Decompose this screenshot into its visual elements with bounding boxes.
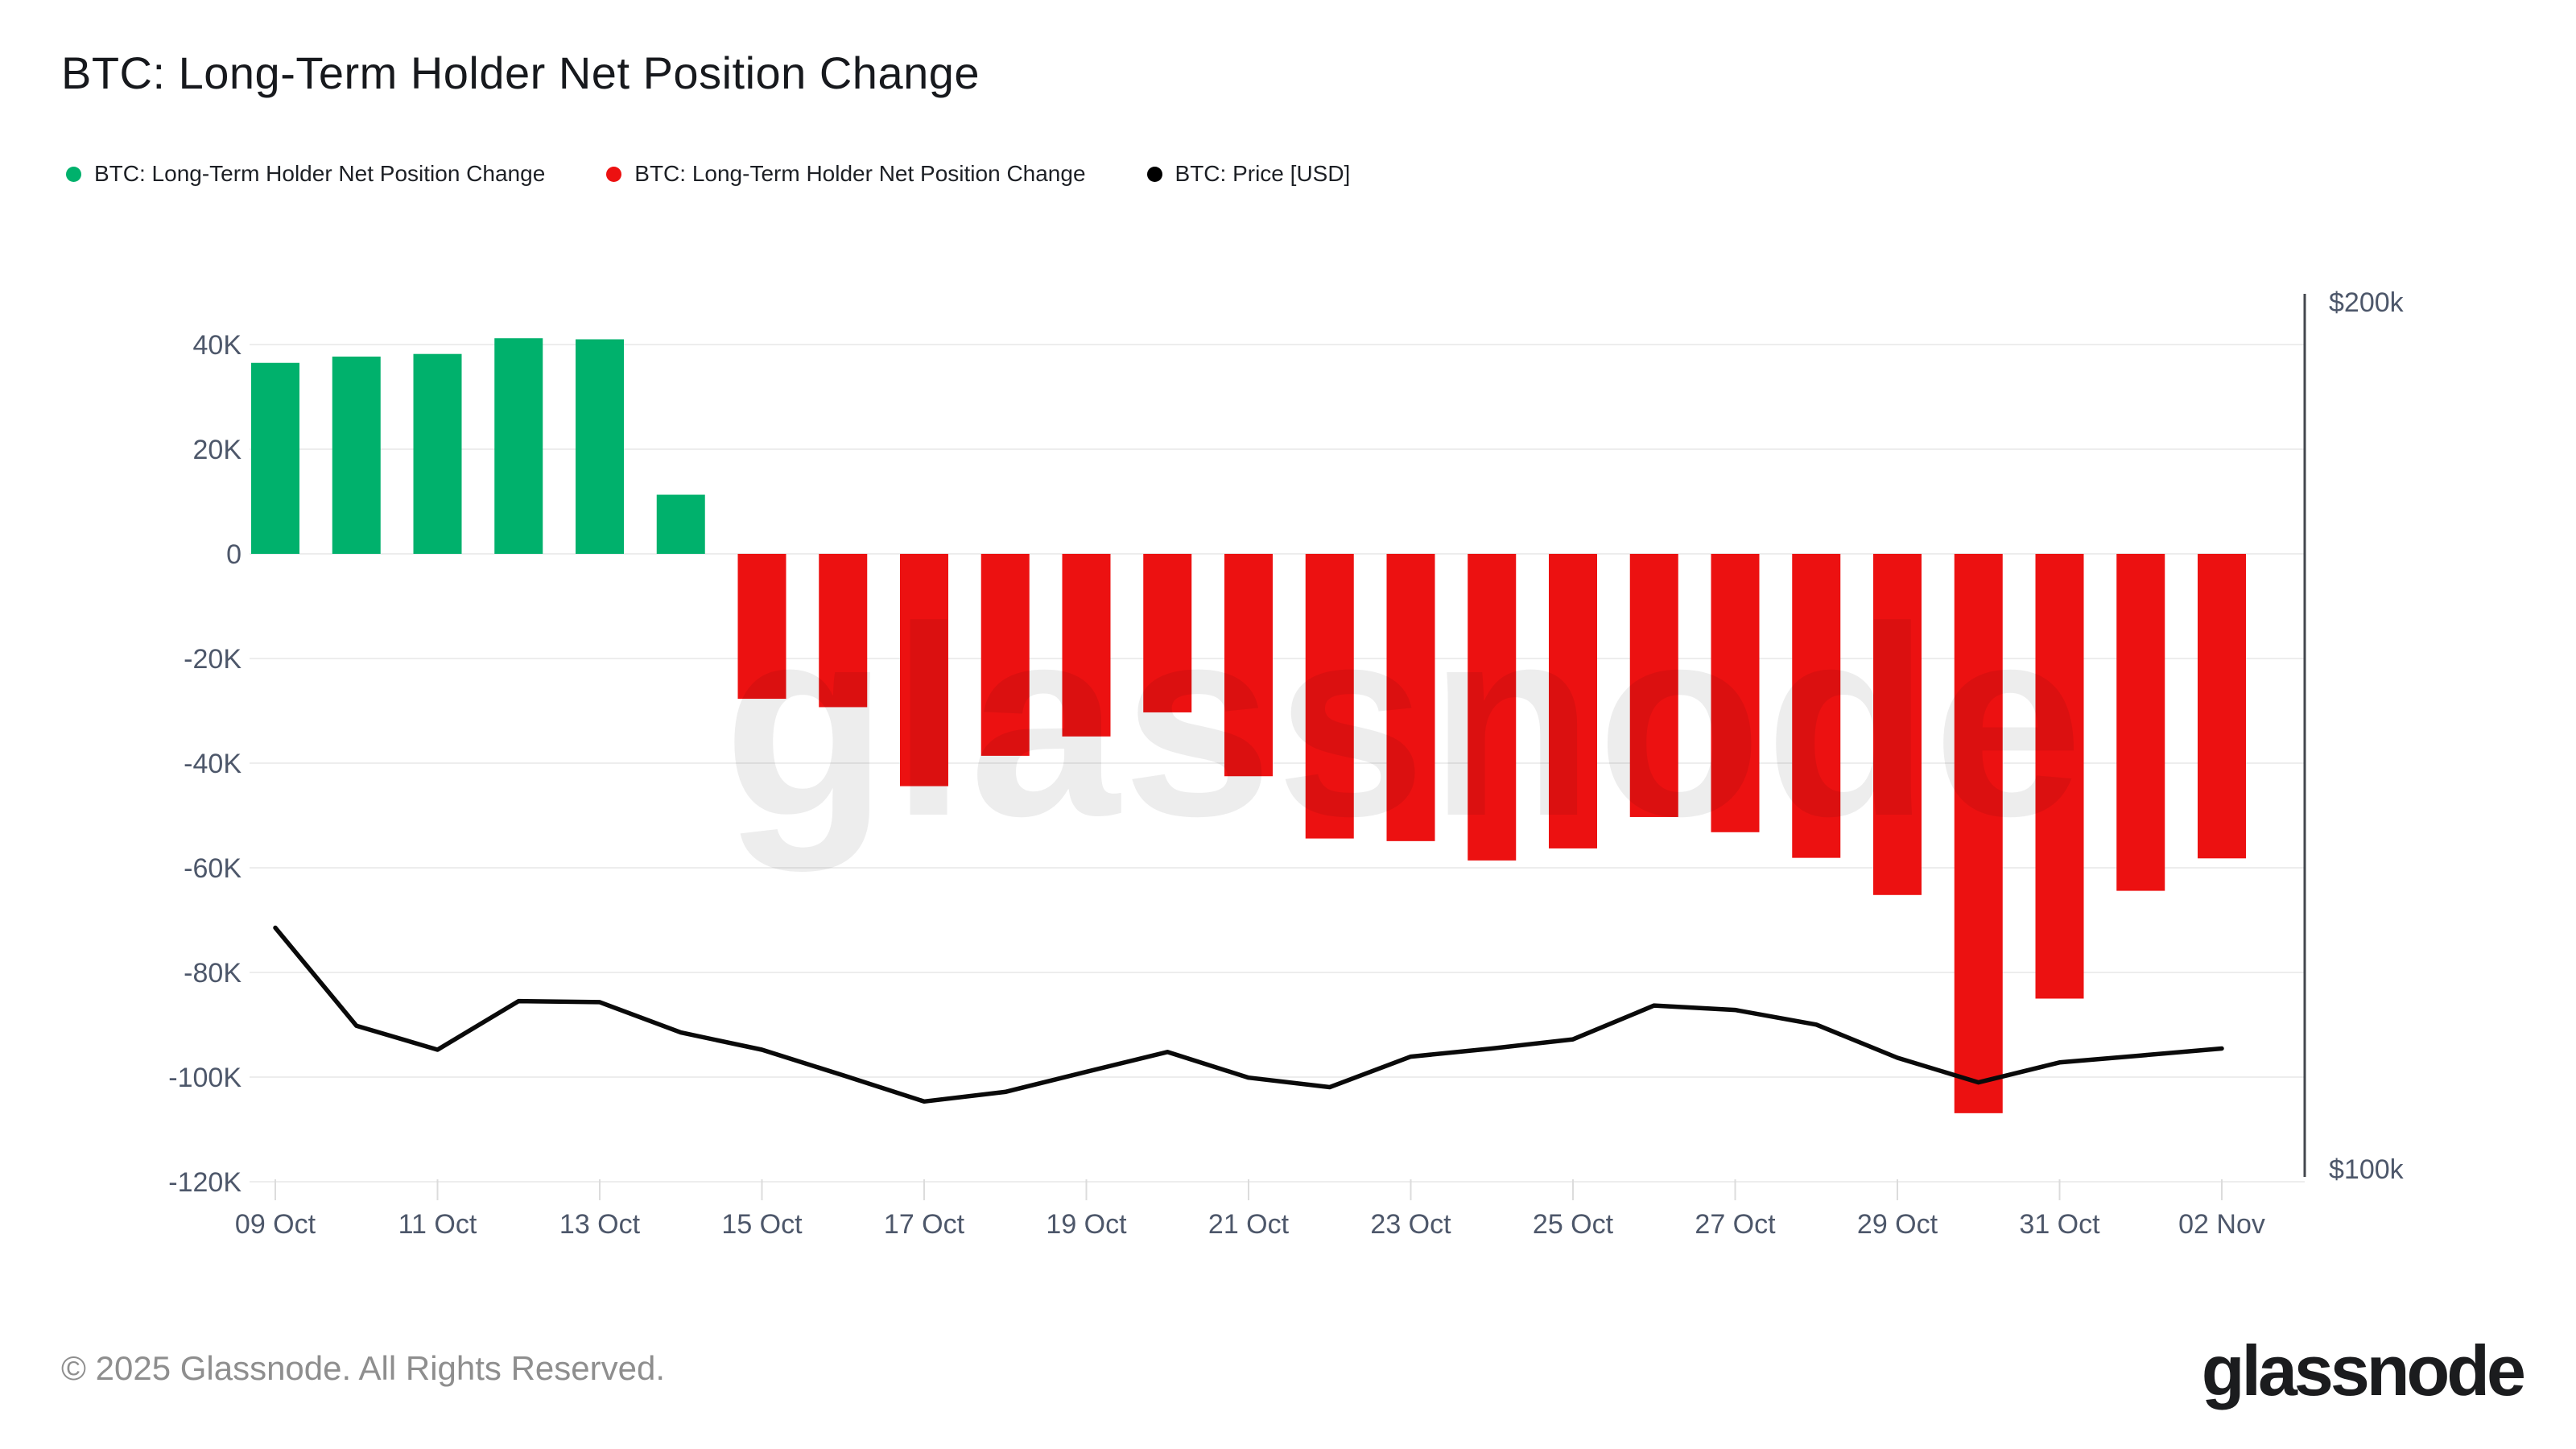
legend-dot-black-icon: [1146, 166, 1162, 182]
net-position-bar: [737, 554, 786, 700]
net-position-bar: [576, 339, 624, 554]
net-position-bar: [332, 356, 381, 554]
right-axis-label-max: $200k: [2329, 287, 2405, 318]
chart-legend: BTC: Long-Term Holder Net Position Chang…: [66, 161, 1350, 187]
legend-item-label: BTC: Long-Term Holder Net Position Chang…: [94, 161, 546, 186]
footer-copyright: © 2025 Glassnode. All Rights Reserved.: [61, 1349, 666, 1387]
legend-item-label: BTC: Long-Term Holder Net Position Chang…: [634, 161, 1086, 186]
x-axis-label: 13 Oct: [559, 1209, 641, 1240]
net-position-bar: [656, 494, 705, 554]
net-position-bar: [1305, 554, 1354, 839]
x-axis-label: 11 Oct: [398, 1209, 477, 1240]
net-position-bar: [1792, 554, 1841, 858]
x-axis-label: 15 Oct: [721, 1209, 803, 1240]
x-axis-label: 25 Oct: [1533, 1209, 1614, 1240]
net-position-bar: [1629, 554, 1678, 817]
price-line: [273, 925, 2224, 1104]
net-position-bar: [2116, 554, 2165, 891]
net-position-bar: [900, 554, 948, 786]
net-position-bar: [980, 554, 1030, 756]
y-axis-label: -60K: [184, 853, 242, 884]
net-position-bar: [1062, 554, 1111, 737]
x-axis-label: 19 Oct: [1046, 1209, 1127, 1240]
x-axis-label: 27 Oct: [1695, 1209, 1776, 1240]
x-axis-label: 21 Oct: [1208, 1209, 1290, 1240]
net-position-bar: [1143, 554, 1192, 712]
x-axis-label: 17 Oct: [884, 1209, 965, 1240]
y-axis-label: 20K: [193, 435, 242, 465]
net-position-bar: [1873, 554, 1922, 895]
legend-dot-green-icon: [66, 166, 81, 182]
net-position-bar: [1954, 554, 2003, 1113]
right-axis-label-min: $100k: [2329, 1154, 2405, 1185]
y-axis-label: 40K: [193, 330, 242, 361]
x-axis-label: 02 Nov: [2178, 1209, 2265, 1240]
net-position-bar: [494, 338, 543, 554]
net-position-bar: [1549, 554, 1597, 848]
net-position-bar: [1468, 554, 1517, 861]
page-title: BTC: Long-Term Holder Net Position Chang…: [61, 47, 980, 98]
watermark-text: glassnode: [724, 571, 2087, 873]
x-axis-label: 09 Oct: [235, 1209, 316, 1240]
legend-dot-red-icon: [606, 166, 622, 182]
y-axis-label: -80K: [184, 958, 242, 989]
net-position-bar: [1224, 554, 1273, 777]
y-axis-label: -120K: [168, 1167, 242, 1198]
x-axis-label: 29 Oct: [1857, 1209, 1938, 1240]
y-axis-label: -20K: [184, 644, 242, 675]
net-position-bar: [819, 554, 868, 708]
y-axis-label: -100K: [168, 1063, 242, 1093]
net-position-bar: [2035, 554, 2084, 999]
net-position-bar: [251, 362, 299, 554]
x-axis-label: 23 Oct: [1370, 1209, 1451, 1240]
y-axis-label: -40K: [184, 749, 242, 779]
net-position-bar: [1711, 554, 1760, 832]
legend-item-lth-negative[interactable]: BTC: Long-Term Holder Net Position Chang…: [606, 161, 1086, 187]
net-position-bar: [1386, 554, 1435, 841]
legend-item-lth-positive[interactable]: BTC: Long-Term Holder Net Position Chang…: [66, 161, 545, 187]
legend-item-price[interactable]: BTC: Price [USD]: [1146, 161, 1351, 187]
y-axis-label: 0: [226, 539, 242, 570]
net-position-bar: [2198, 554, 2246, 859]
legend-item-label: BTC: Price [USD]: [1174, 161, 1351, 186]
x-axis-label: 31 Oct: [2019, 1209, 2100, 1240]
glassnode-logo: glassnode: [2201, 1331, 2526, 1410]
net-position-bar: [413, 353, 462, 554]
